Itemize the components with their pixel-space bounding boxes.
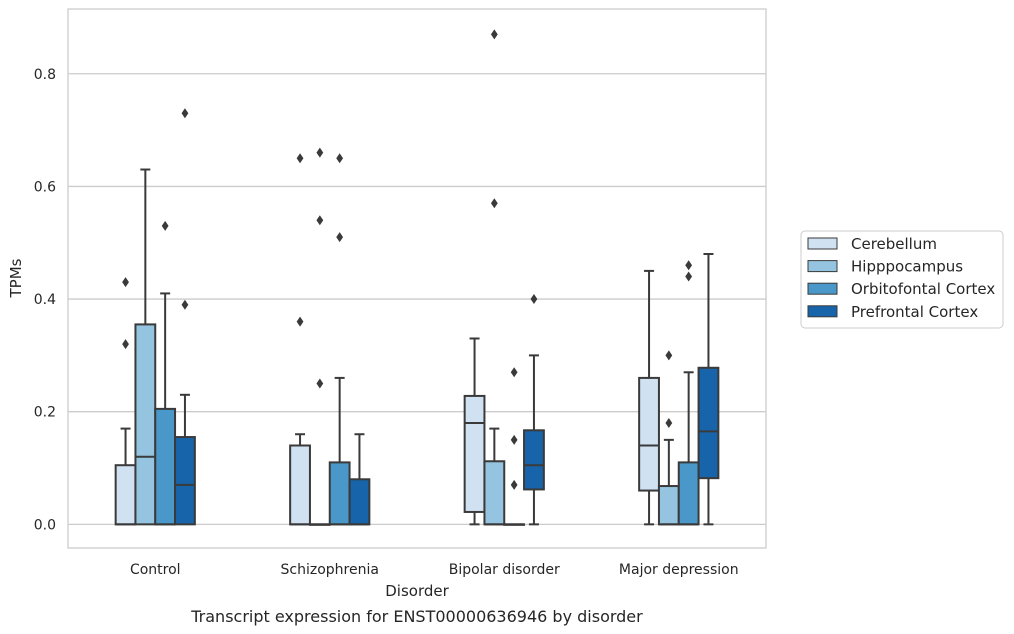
box-iqr xyxy=(677,461,700,526)
box-iqr xyxy=(657,485,680,526)
outlier-marker xyxy=(316,378,324,389)
y-tick-label: 0.2 xyxy=(34,405,56,421)
legend: Cerebellum Hipppocampus Orbitofontal Corte… xyxy=(800,230,1004,329)
y-tick-labels: 0.0 0.2 0.4 0.6 0.8 xyxy=(34,67,56,534)
box-iqr xyxy=(114,464,137,526)
x-tick-label: Schizophrenia xyxy=(281,562,379,578)
box-orbitofontal-cortex xyxy=(154,220,177,526)
outlier-marker xyxy=(336,232,344,243)
x-tick-label: Control xyxy=(130,562,181,578)
box-iqr xyxy=(348,478,371,526)
box-cerebellum xyxy=(114,277,137,526)
box-hipppocampus xyxy=(308,147,331,526)
box-cerebellum xyxy=(289,153,311,526)
legend-swatch xyxy=(807,237,838,250)
legend-swatch xyxy=(807,260,838,273)
legend-label: Cerebellum xyxy=(851,235,937,253)
outlier-marker xyxy=(510,434,518,445)
box-orbitofontal-cortex xyxy=(677,260,700,526)
box-iqr xyxy=(328,461,351,526)
box-prefrontal-cortex xyxy=(697,253,720,526)
box-cerebellum xyxy=(463,337,486,526)
box-iqr xyxy=(174,436,196,526)
legend-label: Hipppocampus xyxy=(851,258,963,276)
outlier-marker xyxy=(296,316,304,327)
box-hipppocampus xyxy=(483,29,506,526)
outlier-marker xyxy=(685,271,693,282)
box-iqr xyxy=(154,407,177,526)
outlier-marker xyxy=(336,153,344,164)
x-axis-label: Disorder xyxy=(385,582,449,600)
outlier-marker xyxy=(296,153,304,164)
outlier-marker xyxy=(122,277,129,288)
box-prefrontal-cortex xyxy=(174,108,196,526)
box-prefrontal-cortex xyxy=(523,294,545,526)
outlier-marker xyxy=(490,198,498,209)
box-hipppocampus xyxy=(134,168,157,526)
outlier-marker xyxy=(161,220,169,231)
plot-frame xyxy=(67,8,767,549)
y-axis-label: TPMs xyxy=(7,258,25,298)
legend-swatch xyxy=(807,305,838,318)
box-iqr xyxy=(134,323,157,526)
outlier-marker xyxy=(316,215,324,226)
box-iqr xyxy=(638,376,660,492)
outlier-marker xyxy=(316,147,324,158)
legend-swatch xyxy=(807,282,838,295)
y-tick-label: 0.8 xyxy=(34,67,56,83)
box-hipppocampus xyxy=(657,350,680,526)
boxes-layer xyxy=(114,29,720,526)
outlier-marker xyxy=(181,108,189,119)
box-iqr xyxy=(289,444,311,526)
y-tick-label: 0.4 xyxy=(34,292,56,308)
x-tick-label: Major depression xyxy=(619,562,739,578)
legend-label: Orbitofontal Cortex xyxy=(851,280,995,298)
y-tick-label: 0.0 xyxy=(34,517,56,533)
box-iqr xyxy=(523,429,545,491)
outlier-marker xyxy=(122,339,129,350)
outlier-marker xyxy=(530,294,538,305)
outlier-marker xyxy=(181,299,189,310)
outlier-marker xyxy=(510,367,518,378)
x-tick-label: Bipolar disorder xyxy=(449,562,560,578)
chart-caption: Transcript expression for ENST0000063694… xyxy=(190,607,643,626)
outlier-marker xyxy=(490,29,498,40)
box-iqr xyxy=(483,460,506,526)
y-tick-label: 0.6 xyxy=(34,179,56,195)
outlier-marker xyxy=(665,350,673,361)
box-iqr xyxy=(463,394,486,513)
box-orbitofontal-cortex xyxy=(503,367,526,526)
box-cerebellum xyxy=(638,269,660,526)
outlier-marker xyxy=(510,479,518,490)
legend-frame xyxy=(800,230,1004,329)
outlier-marker xyxy=(685,260,693,271)
box-prefrontal-cortex xyxy=(348,433,371,526)
outlier-marker xyxy=(665,417,673,428)
legend-label: Prefrontal Cortex xyxy=(851,303,978,321)
box-iqr xyxy=(697,366,720,480)
x-tick-labels: Control Schizophrenia Bipolar disorder Majo… xyxy=(130,562,739,578)
box-orbitofontal-cortex xyxy=(328,153,351,526)
